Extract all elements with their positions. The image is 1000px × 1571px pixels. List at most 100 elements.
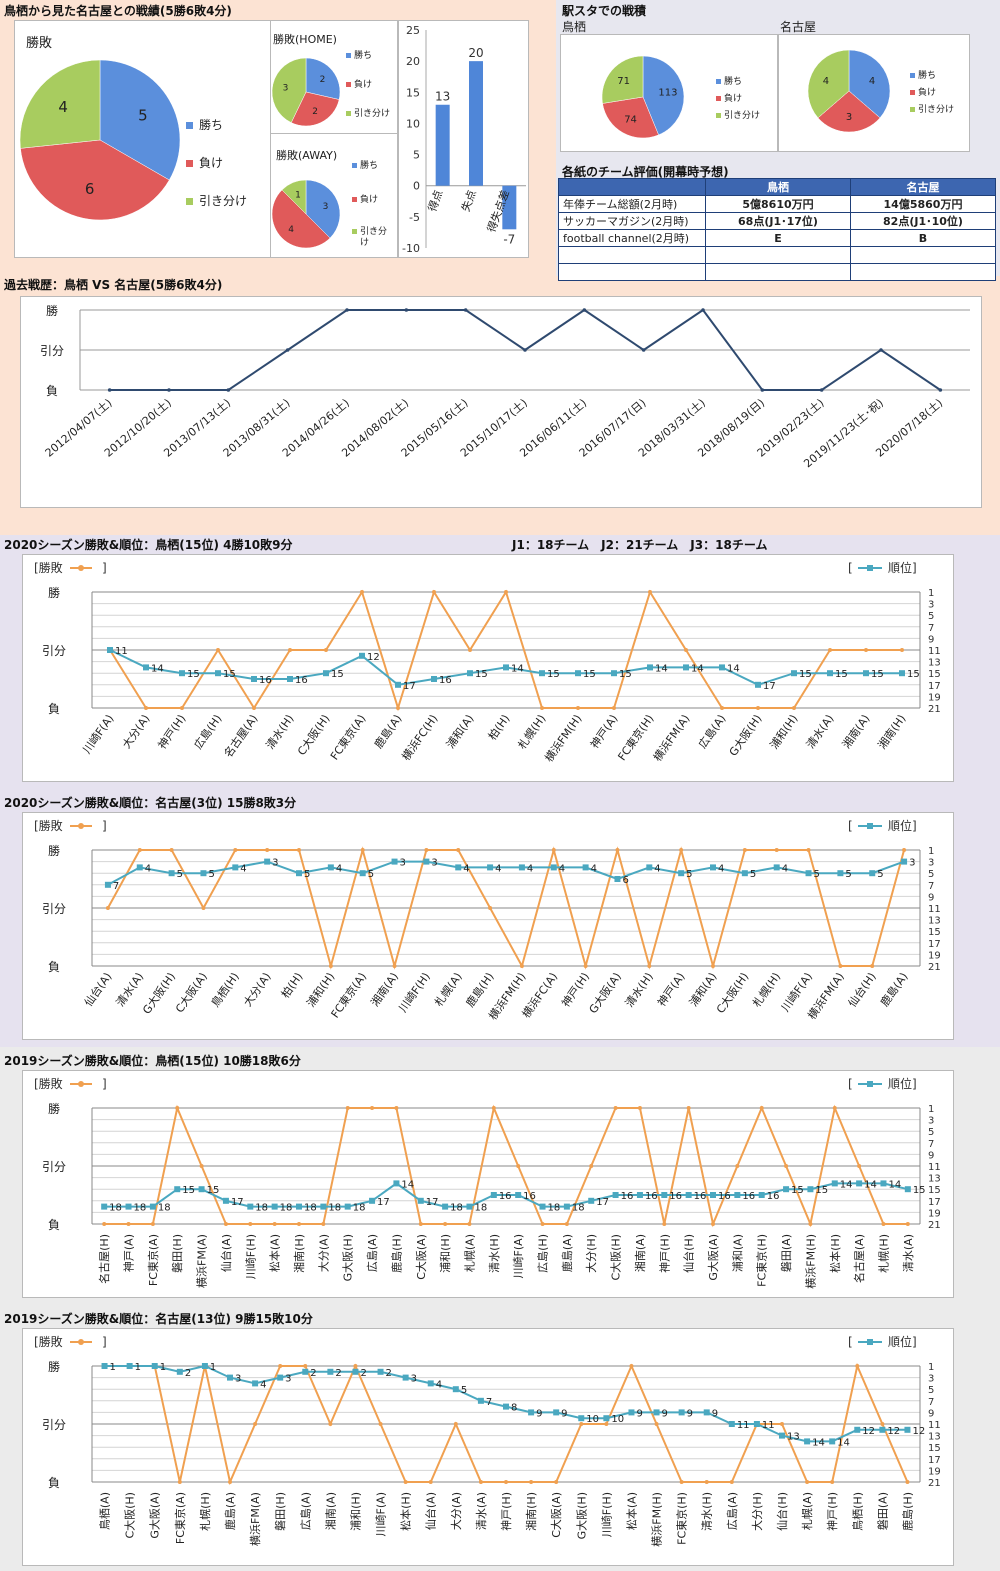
home-legend-win-label: 勝ち [354,51,373,61]
opponent-label: 札幌(A) [800,1492,814,1530]
result-point [729,1480,734,1484]
rank-value-label: 2 [386,1368,392,1379]
away-legend-win-label: 勝ち [360,161,379,171]
rank-value-label: 14 [864,1179,877,1190]
result-point [488,906,493,910]
eval-row: football channel(2月時) E B [558,229,996,247]
opponent-label: 札幌(H) [876,1234,890,1273]
rank-point [685,1192,692,1198]
result-point [855,1364,860,1368]
legend-win-label: 勝ち [199,118,224,132]
rank-point [904,1426,911,1433]
rank-value-label: 14 [655,663,668,674]
pie-slice [272,189,331,248]
rank-value-label: 16 [295,675,308,686]
rank-value-label: 18 [353,1203,366,1214]
main-pie-chart: 5 6 4 [20,60,180,220]
rank-point [442,1203,449,1210]
opponent-label: FC東京(A) [173,1492,187,1544]
opponent-label: 松本(A) [268,1234,282,1272]
rank-tick-label: 3 [928,600,934,611]
rank-value-label: 16 [621,1191,634,1202]
opponent-label: 磐田(A) [779,1234,793,1272]
pie-slice-label: 4 [58,98,68,116]
result-point [516,1164,521,1168]
rank-value-label: 16 [767,1191,780,1202]
rank-value-label: 1 [160,1362,166,1373]
result-point [468,648,472,652]
home-legend-draw-swatch [346,111,351,116]
h2h-point [701,308,705,312]
rank-value-label: 5 [177,869,183,880]
rank-value-label: 5 [368,869,374,880]
rank-tick-label: 9 [928,634,934,645]
opponent-label: 名古屋(A) [852,1234,866,1283]
result-point [288,648,292,652]
opponent-label: 清水(H) [264,712,297,751]
rank-point [647,664,653,671]
rank-point [515,1192,522,1198]
rank-tick-label: 11 [928,904,941,915]
rank-point [901,858,908,865]
rank-point [377,1368,384,1375]
rank-tick-label: 17 [928,939,941,950]
rank-point [807,1186,814,1193]
eki-tosu-legend-win-label: 勝ち [724,77,743,87]
rank-point [467,670,473,677]
h2h-point [107,388,112,392]
opponent-label: 湘南(H) [524,1492,538,1531]
pie-slice [290,91,340,126]
pie-slice-label: 113 [658,88,677,99]
eval-title: 各紙のチーム評価(開幕時予想) [562,165,729,179]
opponent-label: 名古屋(H) [97,1234,111,1284]
rank-point [719,664,725,671]
result-point [328,964,333,968]
pie-slice-label: 2 [320,75,326,85]
result-legend-marker [78,1339,84,1345]
rank-point [827,670,833,677]
opponent-label: 清水(H) [701,1492,714,1531]
result-legend-marker [78,823,84,829]
rank-point [539,670,545,677]
rank-value-label: 4 [463,863,469,874]
legend-draw-label: 引き分け [199,194,248,208]
result-point [392,964,397,968]
rank-point [653,1409,660,1416]
rank-value-label: 4 [495,863,501,874]
pie-slice [281,180,307,215]
opponent-label: FC東京(H) [675,1492,689,1545]
rank-value-label: 18 [304,1203,317,1214]
rank-tick-label: 7 [928,881,934,892]
result-point [735,1164,740,1168]
rank-tick-label: 1 [928,588,934,599]
eki-nagoya-legend-loss-label: 負け [918,88,937,98]
rank-point [503,1403,509,1410]
eval-cell-nagoya: 82点(J1･10位) [850,212,996,230]
opponent-label: 神戸(A) [122,1234,136,1272]
rank-tick-label: 3 [928,1116,934,1127]
bar [469,61,483,186]
rank-value-label: 15 [547,669,560,680]
opponent-label: 湘南(H) [292,1234,306,1273]
result-point [453,1422,458,1426]
h2h-line-chart: 勝引分負2012/04/07(土)2012/10/20(土)2013/07/13… [40,303,970,470]
rank-value-label: 16 [645,1191,658,1202]
rank-point [904,1186,911,1193]
opponent-label: 横浜FM(H) [803,1234,817,1289]
rank-point [393,1180,400,1187]
rank-tick-label: 7 [928,1139,934,1150]
rank-point [734,1192,741,1198]
rank-value-label: 15 [913,1185,926,1196]
eval-cell-nagoya: B [850,229,996,247]
rank-value-label: 18 [572,1203,585,1214]
eval-header-tosu: 鳥栖 [705,178,851,196]
rank-point [452,1386,459,1393]
h2h-point [582,308,587,312]
rank-point [302,1368,309,1375]
legend-draw-swatch [186,198,193,205]
opponent-label: 仙台(H) [775,1492,789,1531]
rank-point [151,1363,158,1369]
rank-value-label: 3 [235,1374,241,1385]
result-y-label: 負 [48,702,60,716]
eval-row-label: football channel(2月時) [558,229,706,247]
